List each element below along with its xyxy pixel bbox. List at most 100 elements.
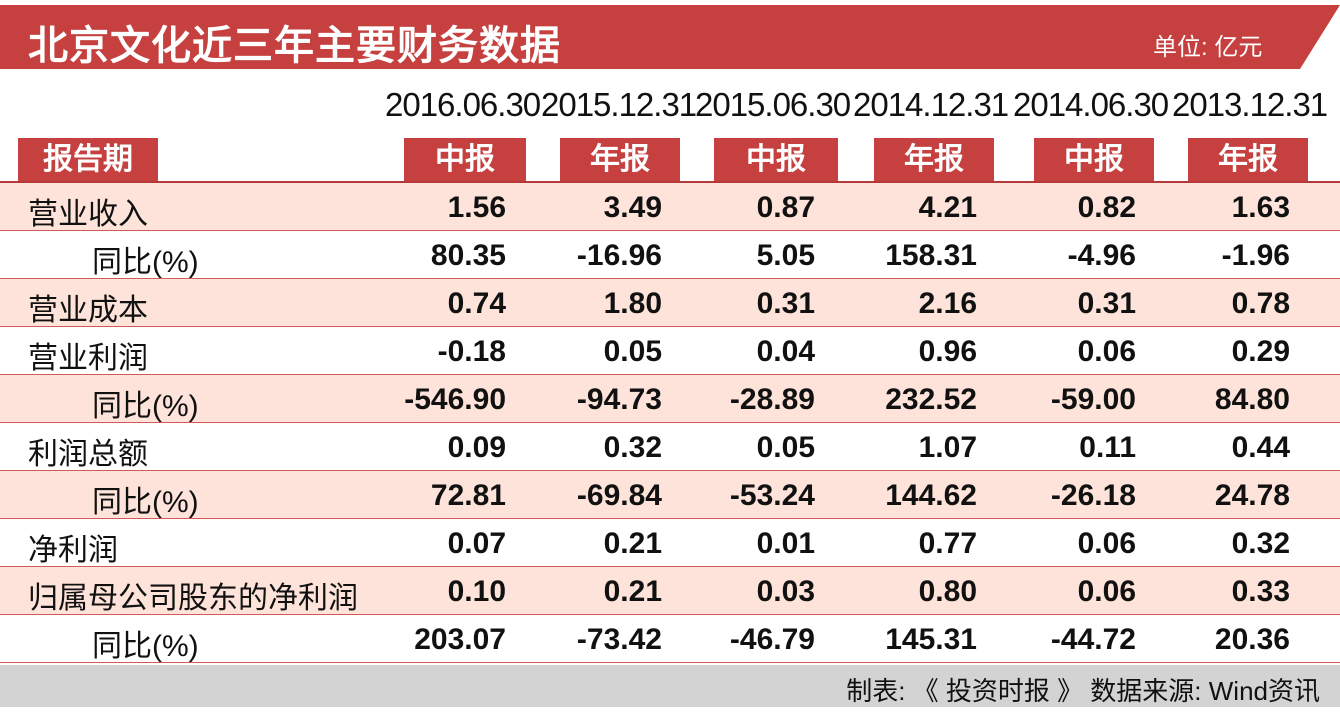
column-date: 2014.06.30 xyxy=(1013,86,1169,123)
table-row: 营业成本 0.74 1.80 0.31 2.16 0.31 0.78 xyxy=(0,279,1340,327)
table-cell: 0.09 xyxy=(447,431,506,464)
table-cell: 0.05 xyxy=(603,335,662,368)
table-cell: 0.06 xyxy=(1077,527,1136,560)
table-cell: 1.80 xyxy=(603,287,662,320)
table-cell: 1.07 xyxy=(918,431,977,464)
table-cell: 0.07 xyxy=(447,527,506,560)
table-cell: -59.00 xyxy=(1050,383,1136,416)
period-label: 报告期 xyxy=(18,138,158,182)
table-cell: 0.33 xyxy=(1231,575,1290,608)
table-cell: 80.35 xyxy=(430,239,506,272)
table-cell: 0.29 xyxy=(1231,335,1290,368)
report-type-tag: 中报 xyxy=(404,138,526,182)
table-cell: 0.31 xyxy=(1077,287,1136,320)
table-cell: -546.90 xyxy=(404,383,506,416)
row-label: 营业利润 xyxy=(28,342,148,375)
table-cell: 0.11 xyxy=(1079,431,1136,464)
column-date: 2015.12.31 xyxy=(541,86,697,123)
row-label: 归属母公司股东的净利润 xyxy=(28,582,358,615)
table-row: 净利润 0.07 0.21 0.01 0.77 0.06 0.32 xyxy=(0,519,1340,567)
table-cell: 232.52 xyxy=(885,383,977,416)
row-label: 同比(%) xyxy=(92,630,199,663)
table-cell: 0.74 xyxy=(447,287,506,320)
table-cell: -16.96 xyxy=(576,239,662,272)
table-row: 营业利润 -0.18 0.05 0.04 0.96 0.06 0.29 xyxy=(0,327,1340,375)
source-credit: 制表: 《 投资时报 》 数据来源: Wind资讯 xyxy=(846,676,1320,706)
table-row: 同比(%) 80.35 -16.96 5.05 158.31 -4.96 -1.96 xyxy=(0,231,1340,279)
table-cell: 0.03 xyxy=(756,575,815,608)
header-divider xyxy=(0,181,1340,183)
table-cell: 4.21 xyxy=(918,191,977,224)
row-label: 净利润 xyxy=(28,534,118,567)
table-cell: 0.06 xyxy=(1077,335,1136,368)
row-label: 营业成本 xyxy=(28,294,148,327)
table-cell: 203.07 xyxy=(414,623,506,656)
title-banner-shape xyxy=(0,5,1340,69)
table-cell: 144.62 xyxy=(885,479,977,512)
table-cell: 2.16 xyxy=(918,287,977,320)
table-cell: 0.78 xyxy=(1231,287,1290,320)
footer-bar: 制表: 《 投资时报 》 数据来源: Wind资讯 xyxy=(0,665,1340,707)
table-cell: -4.96 xyxy=(1067,239,1136,272)
table-cell: 0.01 xyxy=(756,527,815,560)
table-cell: -73.42 xyxy=(576,623,662,656)
table-cell: 0.87 xyxy=(756,191,815,224)
table-cell: -46.79 xyxy=(729,623,815,656)
table-cell: -44.72 xyxy=(1050,623,1136,656)
table-cell: 0.82 xyxy=(1077,191,1136,224)
table-row: 同比(%) 72.81 -69.84 -53.24 144.62 -26.18 24.78 xyxy=(0,471,1340,519)
table-cell: 84.80 xyxy=(1214,383,1290,416)
table-cell: 20.36 xyxy=(1214,623,1290,656)
row-label: 同比(%) xyxy=(92,486,199,519)
table-cell: 0.10 xyxy=(447,575,506,608)
table-cell: 0.31 xyxy=(756,287,815,320)
table-cell: -53.24 xyxy=(729,479,815,512)
table-row: 同比(%) -546.90 -94.73 -28.89 232.52 -59.00 84.8… xyxy=(0,375,1340,423)
row-label: 同比(%) xyxy=(92,390,199,423)
table-cell: 0.96 xyxy=(918,335,977,368)
table-cell: 145.31 xyxy=(885,623,977,656)
table-row: 归属母公司股东的净利润 0.10 0.21 0.03 0.80 0.06 0.33 xyxy=(0,567,1340,615)
table-cell: 24.78 xyxy=(1214,479,1290,512)
table-cell: 0.44 xyxy=(1231,431,1290,464)
row-label: 利润总额 xyxy=(28,438,148,471)
report-type-tag: 中报 xyxy=(714,138,838,182)
table-cell: 0.21 xyxy=(603,527,662,560)
page-title: 北京文化近三年主要财务数据 xyxy=(28,24,561,68)
column-date: 2016.06.30 xyxy=(385,86,541,123)
table-row: 利润总额 0.09 0.32 0.05 1.07 0.11 0.44 xyxy=(0,423,1340,471)
table-cell: -1.96 xyxy=(1221,239,1290,272)
table-cell: -28.89 xyxy=(729,383,815,416)
table-cell: 1.56 xyxy=(447,191,506,224)
table-cell: 1.63 xyxy=(1231,191,1290,224)
table-cell: 0.80 xyxy=(918,575,977,608)
unit-label: 单位: 亿元 xyxy=(1153,34,1263,61)
column-date: 2013.12.31 xyxy=(1172,86,1328,123)
table-cell: 0.32 xyxy=(1231,527,1290,560)
column-date: 2015.06.30 xyxy=(695,86,851,123)
table-row: 营业收入 1.56 3.49 0.87 4.21 0.82 1.63 xyxy=(0,183,1340,231)
report-type-tag: 中报 xyxy=(1034,138,1154,182)
table-cell: 3.49 xyxy=(603,191,662,224)
report-type-header-row: 报告期 中报 年报 中报 年报 中报 年报 xyxy=(0,134,1340,182)
report-type-tag: 年报 xyxy=(874,138,994,182)
table-cell: -69.84 xyxy=(576,479,662,512)
table-cell: 0.32 xyxy=(603,431,662,464)
table-cell: 5.05 xyxy=(756,239,815,272)
data-table-body: 营业收入 1.56 3.49 0.87 4.21 0.82 1.63 同比(%) 80.35 -1… xyxy=(0,183,1340,663)
table-row: 同比(%) 203.07 -73.42 -46.79 145.31 -44.72 20.36 xyxy=(0,615,1340,663)
table-cell: 72.81 xyxy=(430,479,506,512)
table-cell: 0.77 xyxy=(918,527,977,560)
column-date: 2014.12.31 xyxy=(853,86,1009,123)
table-cell: 0.06 xyxy=(1077,575,1136,608)
row-label: 营业收入 xyxy=(28,198,148,231)
table-cell: 158.31 xyxy=(885,239,977,272)
report-type-tag: 年报 xyxy=(560,138,680,182)
row-label: 同比(%) xyxy=(92,246,199,279)
date-header-row: 2016.06.30 2015.12.31 2015.06.30 2014.12… xyxy=(0,86,1340,130)
table-cell: -0.18 xyxy=(437,335,506,368)
table-cell: 0.21 xyxy=(603,575,662,608)
table-cell: -94.73 xyxy=(576,383,662,416)
table-cell: 0.04 xyxy=(756,335,815,368)
table-cell: 0.05 xyxy=(756,431,815,464)
